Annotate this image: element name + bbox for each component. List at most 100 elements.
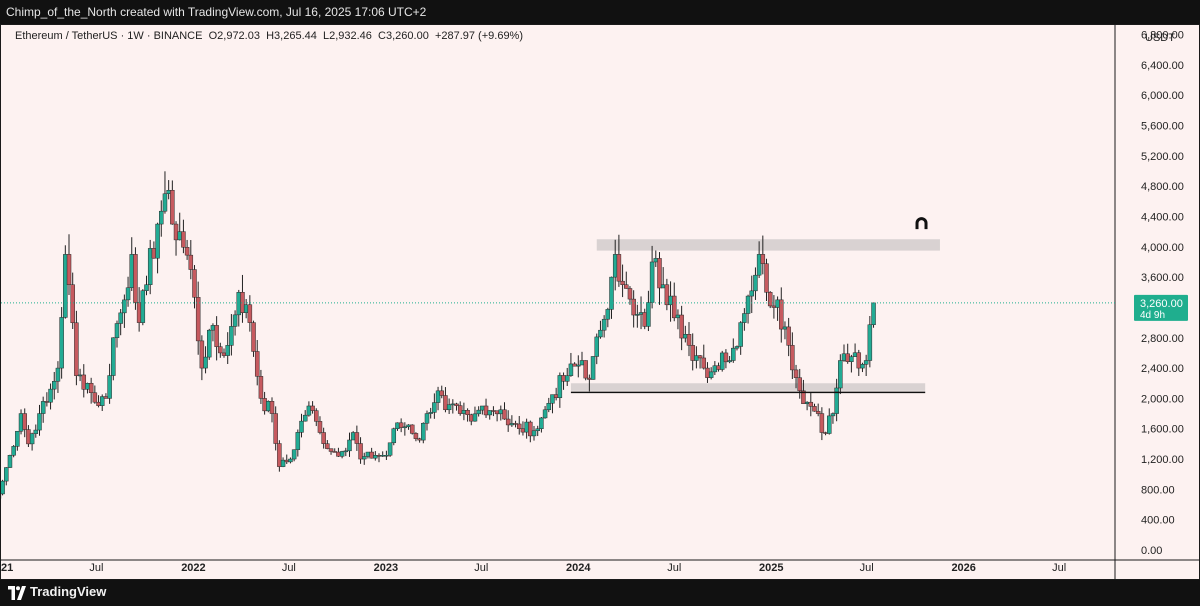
candle-down xyxy=(801,390,806,404)
x-tick-label: 2024 xyxy=(566,562,591,574)
candle-down xyxy=(716,365,721,370)
candle-up xyxy=(756,254,762,276)
candle-down xyxy=(793,369,799,378)
candle-down xyxy=(491,410,496,412)
candle-down xyxy=(192,269,197,298)
candle-up xyxy=(598,329,603,338)
candle-down xyxy=(819,413,825,433)
candle-down xyxy=(502,409,507,420)
candle-down xyxy=(199,340,205,369)
candle-up xyxy=(206,329,212,358)
candle-down xyxy=(258,376,264,399)
candle-down xyxy=(96,401,101,406)
candle-up xyxy=(302,414,308,422)
candle-down xyxy=(173,223,179,241)
candle-up xyxy=(428,412,433,414)
candle-up xyxy=(51,381,57,390)
candle-down xyxy=(790,345,795,371)
y-tick-label: 4,400.00 xyxy=(1141,211,1184,223)
candle-up xyxy=(738,322,743,347)
candle-up xyxy=(402,426,408,429)
candle-up xyxy=(745,295,751,314)
candle-up xyxy=(11,446,16,456)
candle-down xyxy=(310,405,315,411)
candle-up xyxy=(852,352,858,357)
candle-up xyxy=(557,375,563,399)
legend-close: C3,260.00 xyxy=(378,30,429,42)
candle-up xyxy=(605,309,611,320)
candle-down xyxy=(779,299,784,330)
candle-up xyxy=(568,363,574,376)
candle-up xyxy=(683,334,688,339)
candle-down xyxy=(553,394,559,399)
candle-down xyxy=(284,459,289,463)
candle-up xyxy=(299,420,304,433)
candle-up xyxy=(734,346,740,349)
legend-high: H3,265.44 xyxy=(266,30,317,42)
chart-panel[interactable]: 0.00 400.00 800.00 1,200.00 1,600.00 2,000.00… xyxy=(0,24,1200,580)
candle-up xyxy=(546,402,552,411)
candle-up xyxy=(860,364,865,369)
candle-down xyxy=(218,346,223,354)
candle-up xyxy=(291,449,297,460)
candle-up xyxy=(7,455,13,468)
candle-up xyxy=(380,455,385,457)
candle-up xyxy=(849,356,854,362)
candle-up xyxy=(841,353,847,361)
candle-up xyxy=(424,413,430,424)
candle-up xyxy=(472,413,478,422)
candle-down xyxy=(184,246,190,256)
candle-up xyxy=(280,459,286,467)
tradingview-brand[interactable]: TradingView xyxy=(30,584,107,599)
y-tick-label: 0.00 xyxy=(1141,545,1162,557)
x-tick-label: Jul xyxy=(667,562,681,574)
candle-up xyxy=(753,274,758,292)
candle-down xyxy=(103,396,109,399)
candle-down xyxy=(457,405,463,414)
price-chart[interactable]: 0.00 400.00 800.00 1,200.00 1,600.00 2,000.00… xyxy=(1,25,1199,579)
candle-up xyxy=(476,409,481,415)
candle-down xyxy=(764,263,769,293)
candle-down xyxy=(358,443,363,460)
candle-down xyxy=(26,429,31,445)
candle-down xyxy=(587,377,592,380)
candle-up xyxy=(446,404,452,411)
x-tick-label: Jul xyxy=(860,562,874,574)
candle-up xyxy=(867,324,873,361)
candle-up xyxy=(804,401,810,404)
candle-down xyxy=(679,314,684,339)
candle-down xyxy=(443,395,448,411)
candle-up xyxy=(830,413,836,417)
candle-up xyxy=(649,261,655,303)
top-caption-bar: Chimp_of_the_North created with TradingV… xyxy=(0,0,1200,24)
candle-up xyxy=(564,375,570,382)
candle-down xyxy=(88,382,94,393)
candle-up xyxy=(350,432,356,441)
candle-down xyxy=(221,352,227,356)
candle-down xyxy=(856,352,862,369)
symbol-legend: Ethereum / TetherUS · 1W · BINANCE O2,97… xyxy=(15,30,523,42)
candle-up xyxy=(162,193,168,212)
candle-up xyxy=(384,455,389,457)
candle-down xyxy=(44,401,50,403)
symbol-title[interactable]: Ethereum / TetherUS · 1W · BINANCE xyxy=(15,30,203,42)
candle-up xyxy=(612,254,618,278)
candle-down xyxy=(321,432,326,444)
candle-up xyxy=(122,299,127,314)
candle-up xyxy=(99,396,105,406)
candle-up xyxy=(531,430,537,437)
candle-down xyxy=(325,443,330,449)
candle-up xyxy=(601,318,607,331)
candle-down xyxy=(22,413,27,430)
candle-up xyxy=(542,409,548,419)
candle-up xyxy=(834,387,839,414)
candle-down xyxy=(151,248,157,259)
candle-up xyxy=(210,325,216,331)
candle-down xyxy=(642,312,647,327)
candle-up xyxy=(727,360,732,363)
y-tick-label: 2,800.00 xyxy=(1141,333,1184,345)
candle-up xyxy=(579,360,585,366)
candle-down xyxy=(70,284,75,324)
candle-down xyxy=(686,334,692,346)
candle-down xyxy=(465,410,470,415)
